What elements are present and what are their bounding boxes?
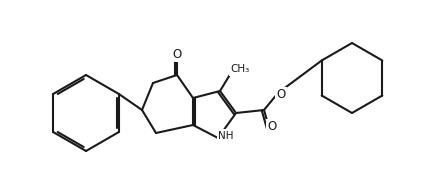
Text: NH: NH: [218, 131, 234, 141]
Text: CH₃: CH₃: [231, 64, 250, 74]
Text: O: O: [267, 120, 277, 133]
Text: O: O: [173, 48, 181, 61]
Text: O: O: [276, 88, 286, 101]
